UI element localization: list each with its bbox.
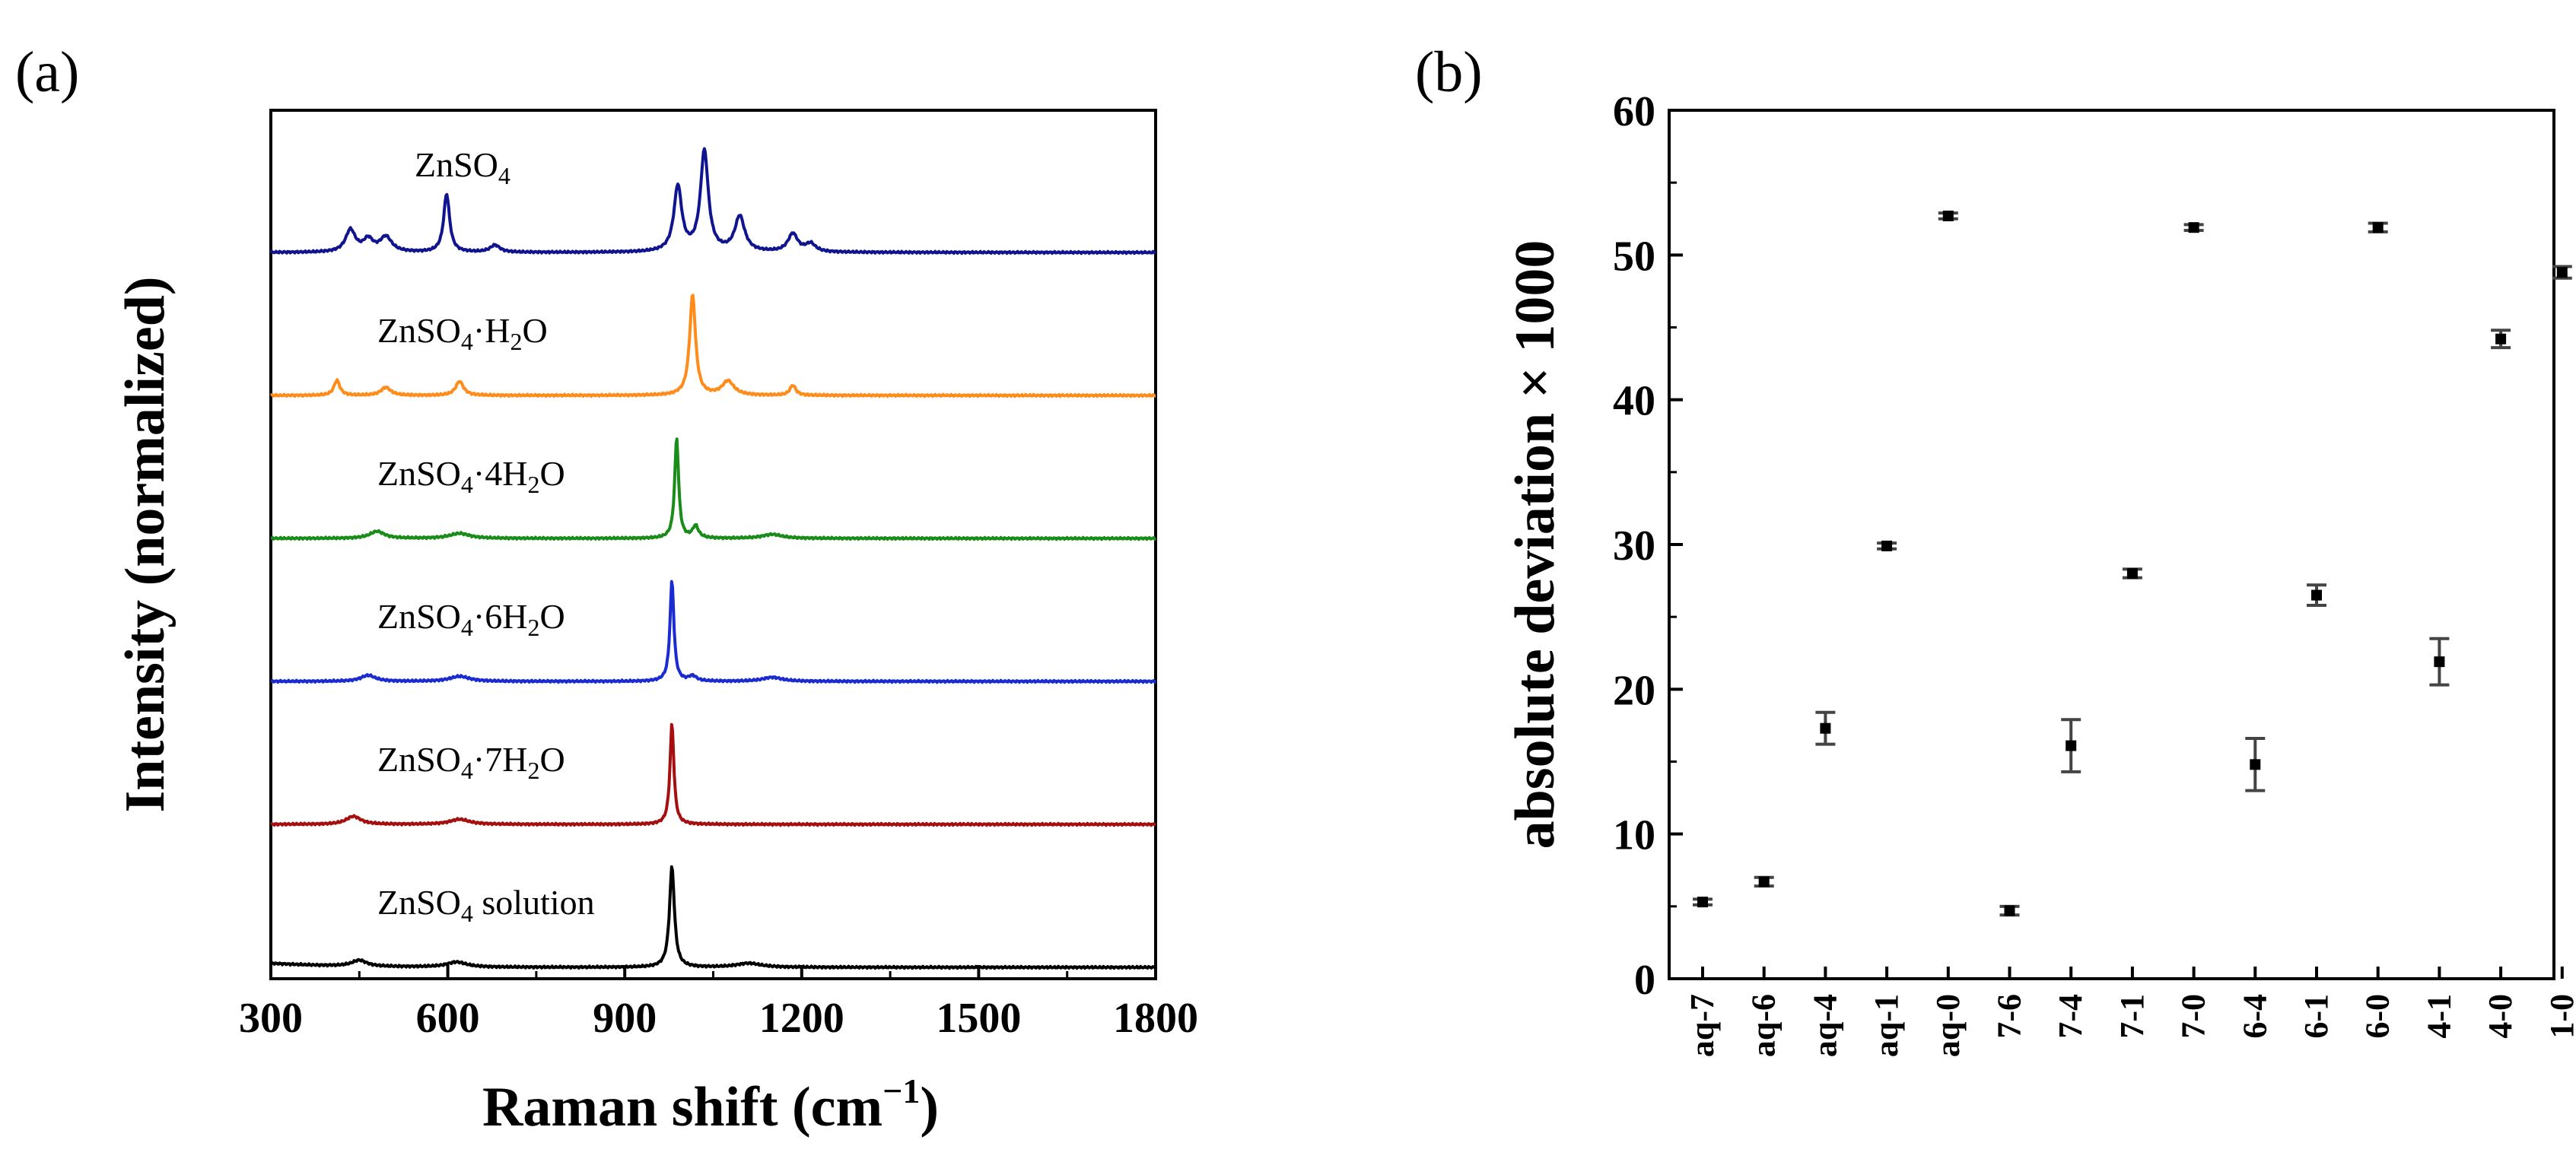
deviation-point	[1697, 897, 1708, 908]
raman-x-axis-title-main: Raman shift (cm	[482, 1076, 883, 1138]
raman-series-line	[269, 865, 1157, 970]
panel-b-label: (b)	[1415, 40, 1483, 104]
raman-series-group	[269, 147, 1157, 970]
raman-series-line	[270, 579, 1157, 684]
deviation-points	[1693, 210, 2572, 917]
deviation-y-axis-ticks: 0 10 20 30 40 50 60	[1613, 88, 1683, 1004]
deviation-x-tick-label: aq-1	[1868, 994, 1905, 1057]
deviation-point	[1942, 210, 1954, 221]
deviation-point	[2126, 568, 2138, 579]
deviation-x-tick-label: 7-4	[2052, 994, 2089, 1039]
deviation-x-tick-label: 6-4	[2236, 994, 2273, 1039]
deviation-point	[1758, 876, 1770, 887]
deviation-point	[2434, 656, 2445, 668]
raman-series-label: ZnSO4·4H2O	[377, 454, 565, 498]
deviation-point	[2188, 222, 2199, 233]
deviation-y-tick-label: 0	[1634, 957, 1655, 1004]
raman-x-axis-title-close: )	[920, 1076, 939, 1138]
deviation-point	[2066, 740, 2077, 751]
raman-y-axis-title: Intensity (normalized)	[114, 277, 177, 813]
deviation-point	[2311, 589, 2322, 601]
deviation-x-tick-label: 4-0	[2482, 994, 2519, 1039]
deviation-y-tick-label: 10	[1613, 812, 1655, 859]
deviation-x-tick-label: aq-4	[1806, 994, 1843, 1057]
raman-series-label: ZnSO4	[415, 145, 510, 189]
raman-series-label: ZnSO4 solution	[377, 883, 595, 927]
deviation-y-tick-label: 30	[1613, 522, 1655, 570]
deviation-x-tick-label: aq-0	[1929, 994, 1967, 1057]
deviation-x-tick-label: 6-1	[2298, 994, 2335, 1039]
deviation-y-tick-label: 40	[1613, 378, 1655, 425]
deviation-y-axis-title: absolute deviation × 1000	[1504, 240, 1566, 849]
raman-series-label: ZnSO4·H2O	[377, 311, 548, 355]
deviation-x-tick-label: 7-1	[2113, 994, 2151, 1039]
raman-series-line	[269, 147, 1157, 256]
plot-b-frame	[1668, 109, 2555, 980]
plot-a-frame	[269, 109, 1157, 980]
deviation-x-tick-label: aq-6	[1745, 994, 1783, 1057]
deviation-x-axis-ticks: aq-7 aq-6 aq-4 aq-1 aq-0 7-6 7-4 7-1 7-0 6-4 6-1 6-…	[1684, 967, 2576, 1057]
raman-series-line	[270, 437, 1157, 541]
deviation-y-tick-label: 60	[1613, 88, 1655, 135]
deviation-y-tick-label: 50	[1613, 233, 1655, 280]
deviation-point	[2250, 759, 2261, 770]
raman-x-tick-label: 600	[416, 995, 480, 1042]
deviation-x-tick-label: 6-0	[2359, 994, 2396, 1039]
raman-series-line	[269, 722, 1156, 827]
panel-a-label: (a)	[15, 40, 79, 104]
raman-x-axis-ticks: 300 600 900 1200 1500 1800	[239, 965, 1198, 1042]
raman-series-label: ZnSO4·6H2O	[377, 597, 565, 641]
raman-series-labels: ZnSO4 ZnSO4·H2O ZnSO4·4H2O ZnSO4·6H2O ZnSO4·…	[377, 145, 595, 927]
deviation-point	[1881, 540, 1893, 551]
raman-x-tick-label: 300	[239, 995, 303, 1042]
deviation-point	[2004, 905, 2015, 916]
raman-x-tick-label: 1800	[1113, 995, 1198, 1042]
raman-x-tick-label: 900	[593, 995, 657, 1042]
raman-series-label: ZnSO4·7H2O	[377, 740, 565, 784]
deviation-chart: 0 10 20 30 40 50 60 aq-7 aq-6 aq-4 aq-1 aq-0 7-6 7-4…	[1504, 88, 2576, 1057]
raman-x-tick-label: 1500	[936, 995, 1021, 1042]
deviation-point	[2556, 267, 2568, 278]
raman-spectra-chart: 300 600 900 1200 1500 1800 ZnSO4ZnSO4·H2OZnSO…	[114, 109, 1198, 1138]
raman-x-axis-title-sup: −1	[883, 1072, 920, 1110]
raman-x-tick-label: 1200	[759, 995, 844, 1042]
deviation-point	[2372, 222, 2384, 233]
deviation-x-tick-label: 1-0	[2543, 994, 2576, 1039]
raman-x-axis-title: Raman shift (cm−1)	[482, 1072, 939, 1138]
deviation-point	[2495, 333, 2507, 344]
deviation-point	[1820, 722, 1831, 734]
deviation-x-tick-label: 4-1	[2420, 994, 2457, 1039]
deviation-x-tick-label: 7-0	[2175, 994, 2212, 1039]
deviation-x-tick-label: aq-7	[1684, 994, 1721, 1057]
deviation-y-tick-label: 20	[1613, 667, 1655, 714]
raman-series-line	[269, 294, 1156, 398]
deviation-x-tick-label: 7-6	[1991, 994, 2028, 1039]
